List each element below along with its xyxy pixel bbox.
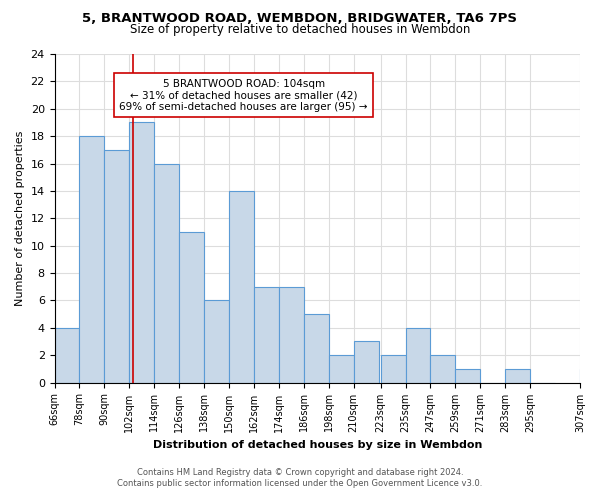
Bar — [229, 191, 254, 382]
Bar — [505, 369, 530, 382]
Bar — [79, 136, 104, 382]
Bar — [55, 328, 79, 382]
Bar — [129, 122, 154, 382]
Bar — [154, 164, 179, 382]
Bar — [179, 232, 204, 382]
Bar — [455, 369, 481, 382]
Bar — [204, 300, 229, 382]
Bar — [254, 286, 279, 382]
Bar — [580, 369, 600, 382]
Text: 5 BRANTWOOD ROAD: 104sqm
← 31% of detached houses are smaller (42)
69% of semi-d: 5 BRANTWOOD ROAD: 104sqm ← 31% of detach… — [119, 78, 368, 112]
Bar — [353, 342, 379, 382]
Bar — [329, 355, 353, 382]
Bar — [279, 286, 304, 382]
Text: 5, BRANTWOOD ROAD, WEMBDON, BRIDGWATER, TA6 7PS: 5, BRANTWOOD ROAD, WEMBDON, BRIDGWATER, … — [83, 12, 517, 26]
Bar — [406, 328, 430, 382]
X-axis label: Distribution of detached houses by size in Wembdon: Distribution of detached houses by size … — [152, 440, 482, 450]
Bar — [104, 150, 129, 382]
Text: Size of property relative to detached houses in Wembdon: Size of property relative to detached ho… — [130, 22, 470, 36]
Y-axis label: Number of detached properties: Number of detached properties — [15, 130, 25, 306]
Text: Contains HM Land Registry data © Crown copyright and database right 2024.
Contai: Contains HM Land Registry data © Crown c… — [118, 468, 482, 487]
Bar — [430, 355, 455, 382]
Bar — [304, 314, 329, 382]
Bar — [380, 355, 406, 382]
